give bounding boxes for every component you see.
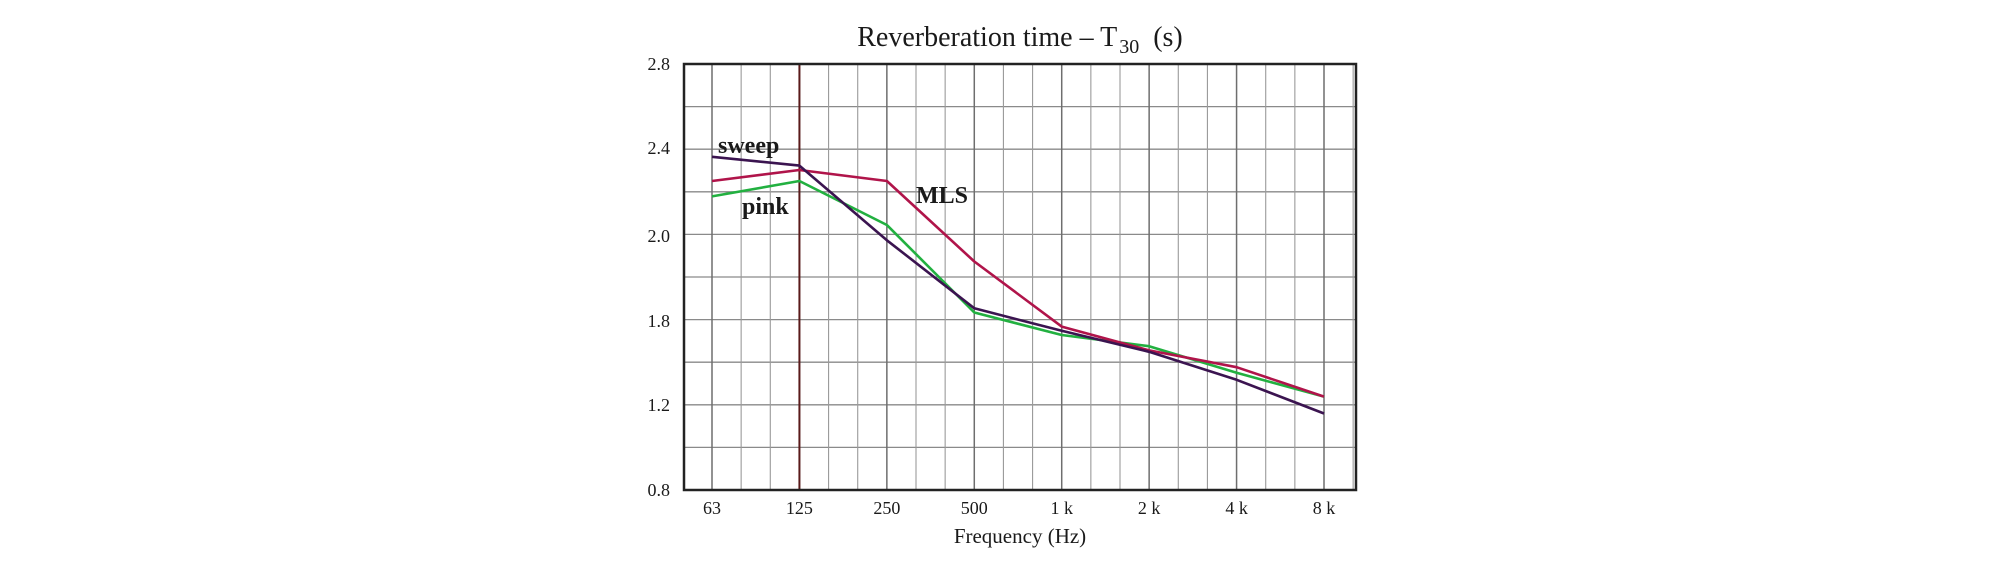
plot-frame xyxy=(682,62,1358,492)
series-line-mls xyxy=(711,168,1325,398)
y-tick-label: 1.8 xyxy=(648,311,671,331)
y-tick-label: 1.2 xyxy=(648,395,671,415)
x-tick-label: 63 xyxy=(703,498,721,518)
y-tick-label: 2.8 xyxy=(648,54,671,74)
chart-title-unit: (s) xyxy=(1153,22,1183,53)
x-tick-label: 500 xyxy=(961,498,988,518)
x-axis-ticks: 63 125 250 500 1 k 2 k 4 k 8 k xyxy=(703,498,1335,518)
x-tick-label: 2 k xyxy=(1138,498,1161,518)
series-label-pink: pink xyxy=(742,194,789,220)
chart-title-subscript: 30 xyxy=(1119,36,1139,58)
y-tick-label: 0.8 xyxy=(648,480,671,500)
x-axis-label: Frequency (Hz) xyxy=(954,524,1086,548)
series-line-sweep xyxy=(711,155,1325,415)
chart-title: Reverberation time – T 30 (s) xyxy=(857,22,1183,58)
series-label-mls: MLS xyxy=(916,183,968,209)
series-lines xyxy=(711,155,1325,415)
series-label-sweep: sweep xyxy=(718,133,779,159)
x-tick-label: 4 k xyxy=(1225,498,1248,518)
grid-lines xyxy=(684,64,1356,490)
series-line-pink xyxy=(711,179,1325,398)
x-tick-label: 8 k xyxy=(1313,498,1336,518)
x-tick-label: 250 xyxy=(873,498,900,518)
y-axis-ticks: 0.8 1.2 1.8 2.0 2.4 2.8 xyxy=(648,54,671,500)
x-tick-label: 1 k xyxy=(1050,498,1073,518)
y-tick-label: 2.0 xyxy=(648,226,671,246)
y-tick-label: 2.4 xyxy=(648,138,671,158)
chart-title-main: Reverberation time – T xyxy=(857,22,1117,53)
x-tick-label: 125 xyxy=(786,498,813,518)
